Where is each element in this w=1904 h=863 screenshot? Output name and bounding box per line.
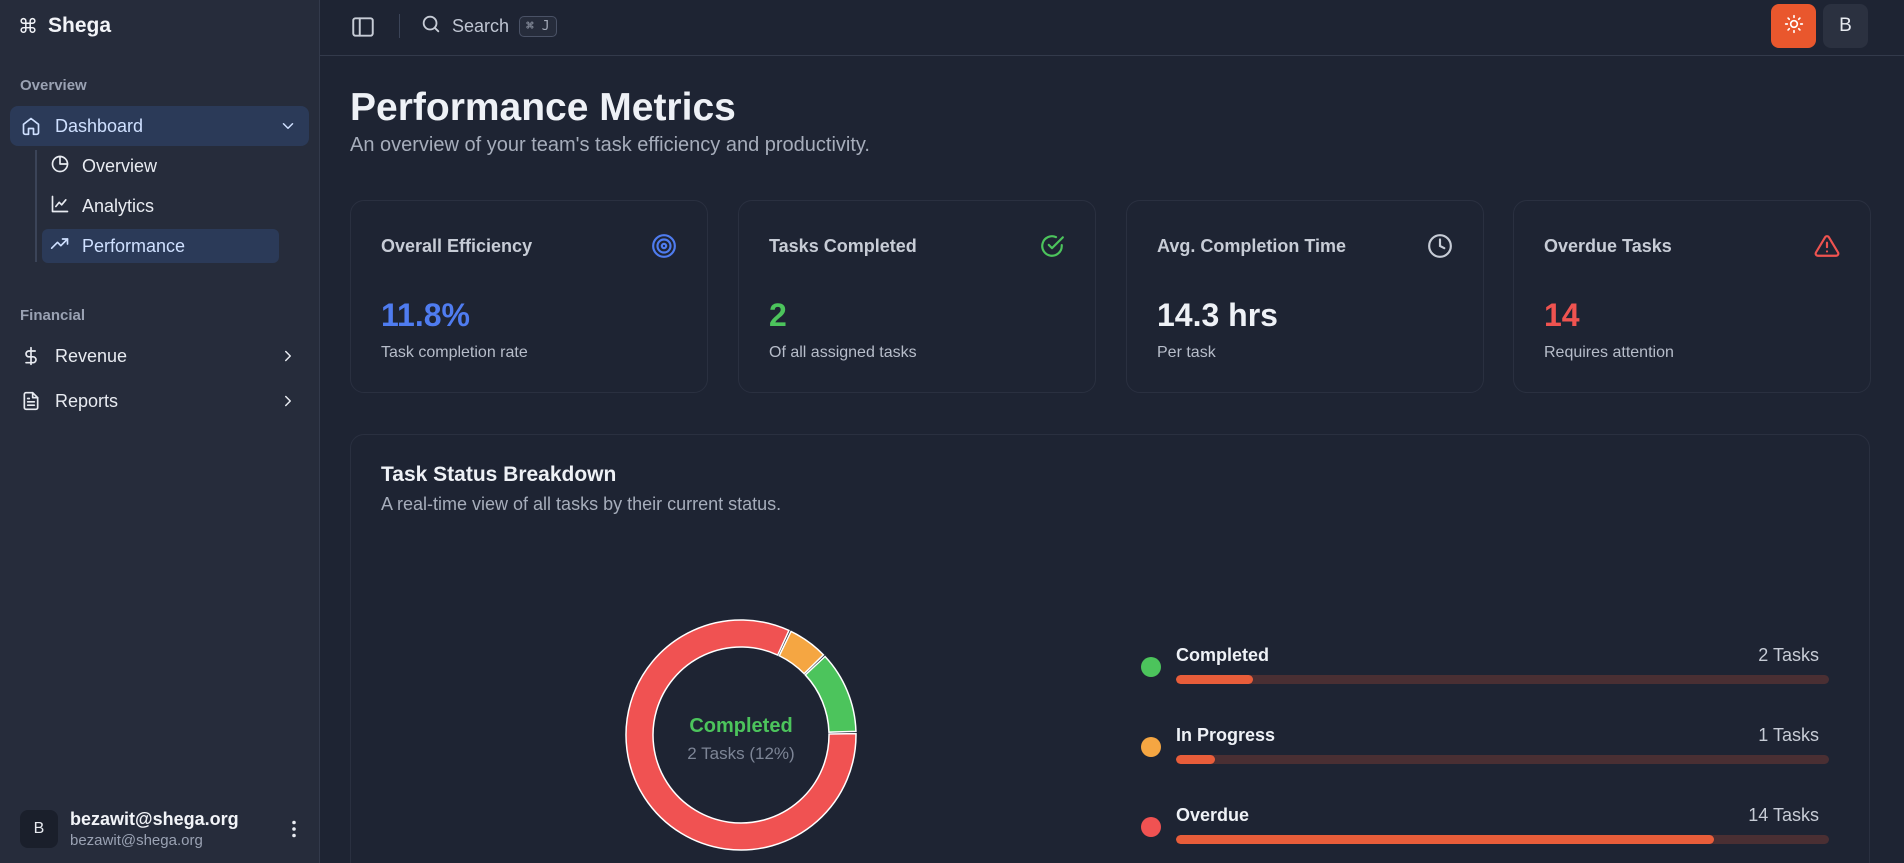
progress-fill	[1176, 755, 1215, 764]
task-status-breakdown-card: Task Status Breakdown A real-time view o…	[350, 434, 1870, 863]
sidebar-toggle-icon[interactable]	[350, 14, 376, 40]
alert-triangle-icon	[1814, 233, 1840, 259]
chevron-down-icon	[279, 117, 297, 135]
status-count: 14 Tasks	[1748, 805, 1819, 825]
card-title: Avg. Completion Time	[1157, 236, 1347, 256]
sidebar-item-label: Overview	[82, 155, 158, 176]
sidebar-item-revenue[interactable]: Revenue	[10, 336, 309, 376]
progress-track	[1176, 675, 1829, 684]
page-subtitle: An overview of your team's task efficien…	[350, 134, 870, 156]
sidebar-item-analytics[interactable]: Analytics	[42, 189, 279, 223]
sidebar-item-label: Analytics	[82, 195, 155, 216]
target-icon	[651, 233, 677, 259]
topbar: Search ⌘ J B	[320, 0, 1904, 56]
progress-track	[1176, 755, 1829, 764]
section-subtitle: A real-time view of all tasks by their c…	[381, 494, 782, 514]
trending-up-icon	[50, 234, 70, 259]
status-dot	[1141, 817, 1161, 837]
search-label: Search	[452, 15, 510, 36]
section-label-overview: Overview	[20, 77, 87, 94]
chevron-right-icon	[279, 392, 297, 410]
status-label: In Progress	[1176, 725, 1276, 745]
user-email: bezawit@shega.org	[70, 832, 203, 849]
sidebar-item-overview[interactable]: Overview	[42, 149, 279, 183]
status-count: 2 Tasks	[1758, 645, 1819, 665]
card-value: 14.3 hrs	[1157, 297, 1278, 333]
page-title: Performance Metrics	[350, 86, 736, 129]
pie-chart-icon	[50, 154, 70, 179]
more-vertical-icon[interactable]	[282, 817, 306, 841]
sidebar-item-label: Performance	[82, 235, 186, 256]
file-text-icon	[20, 390, 42, 412]
section-label-financial: Financial	[20, 307, 86, 324]
check-circle-icon	[1039, 233, 1065, 259]
chevron-right-icon	[279, 347, 297, 365]
status-donut-chart: Completed 2 Tasks (12%)	[621, 615, 861, 855]
sidebar-item-reports[interactable]: Reports	[10, 381, 309, 421]
status-row-overdue: Overdue 14 Tasks	[1141, 805, 1841, 847]
user-name: bezawit@shega.org	[70, 809, 239, 829]
search-button[interactable]: Search ⌘ J	[420, 12, 557, 40]
donut-svg	[625, 619, 857, 851]
sun-icon	[1784, 14, 1804, 39]
card-value: 11.8%	[381, 297, 470, 333]
card-description: Per task	[1157, 344, 1216, 361]
sidebar-item-performance[interactable]: Performance	[42, 229, 279, 263]
home-icon	[20, 115, 42, 137]
dollar-icon	[20, 345, 42, 367]
search-icon	[420, 13, 442, 40]
sidebar-item-label: Dashboard	[55, 115, 144, 136]
donut-slice-overdue	[625, 619, 857, 851]
donut-center-subtitle: 2 Tasks (12%)	[687, 744, 795, 763]
submenu-guide-line	[35, 150, 37, 262]
topbar-divider	[399, 14, 400, 38]
progress-fill	[1176, 835, 1715, 844]
user-menu[interactable]: B bezawit@shega.org bezawit@shega.org	[20, 805, 306, 853]
metric-card-overdue-tasks: Overdue Tasks 14 Requires attention	[1513, 200, 1871, 393]
brand-name: Shega	[48, 14, 112, 37]
card-title: Tasks Completed	[769, 236, 917, 256]
metric-card-efficiency: Overall Efficiency 11.8% Task completion…	[350, 200, 708, 393]
status-label: Overdue	[1176, 805, 1250, 825]
donut-slice-in-progress	[778, 630, 825, 675]
progress-track	[1176, 835, 1829, 844]
status-count: 1 Tasks	[1758, 725, 1819, 745]
status-dot	[1141, 657, 1161, 677]
command-icon: ⌘	[18, 15, 38, 38]
sidebar-item-label: Revenue	[55, 345, 128, 366]
status-row-in-progress: In Progress 1 Tasks	[1141, 725, 1841, 767]
avatar: B	[20, 810, 58, 848]
line-chart-icon	[50, 194, 70, 219]
section-title: Task Status Breakdown	[381, 463, 617, 486]
theme-toggle-button[interactable]	[1771, 4, 1816, 48]
status-dot	[1141, 737, 1161, 757]
progress-fill	[1176, 675, 1254, 684]
card-description: Requires attention	[1544, 344, 1674, 361]
status-label: Completed	[1176, 645, 1270, 665]
avatar[interactable]: B	[1823, 4, 1868, 48]
clock-icon	[1427, 233, 1453, 259]
card-title: Overall Efficiency	[381, 236, 533, 256]
sidebar-item-label: Reports	[55, 390, 119, 411]
card-description: Task completion rate	[381, 344, 528, 361]
card-value: 2	[769, 297, 787, 333]
card-description: Of all assigned tasks	[769, 344, 917, 361]
card-value: 14	[1544, 297, 1580, 333]
search-shortcut: ⌘ J	[519, 15, 557, 37]
status-row-completed: Completed 2 Tasks	[1141, 645, 1841, 687]
donut-slice-completed	[804, 655, 857, 733]
metric-card-tasks-completed: Tasks Completed 2 Of all assigned tasks	[738, 200, 1096, 393]
sidebar: ⌘ Shega Overview Dashboard Overview Anal…	[0, 0, 320, 863]
metric-card-avg-completion-time: Avg. Completion Time 14.3 hrs Per task	[1126, 200, 1484, 393]
sidebar-item-dashboard[interactable]: Dashboard	[10, 106, 309, 146]
card-title: Overdue Tasks	[1544, 236, 1672, 256]
donut-center-title: Completed	[689, 715, 793, 737]
brand-logo[interactable]: ⌘ Shega	[18, 12, 111, 40]
